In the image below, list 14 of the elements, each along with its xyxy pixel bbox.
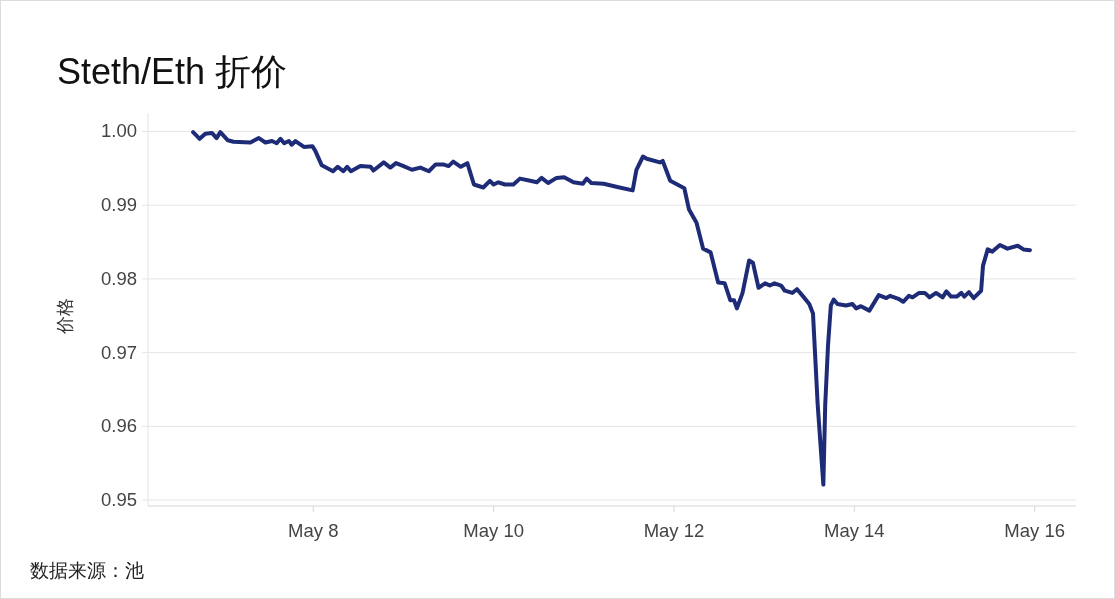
y-tick-label: 0.95 — [100, 489, 137, 511]
x-tick-label: May 14 — [824, 520, 885, 541]
y-tick-label: 0.98 — [100, 267, 137, 289]
y-tick-label: 0.97 — [100, 341, 137, 363]
y-tick-label: 1.00 — [100, 120, 137, 142]
x-tick-label: May 10 — [463, 520, 524, 541]
x-tick-label: May 12 — [643, 520, 705, 541]
chart-title: Steth/Eth 折价 — [57, 51, 288, 92]
x-tick-label: May 16 — [1004, 520, 1066, 541]
y-axis-title: 价格 — [55, 297, 75, 335]
y-tick-label: 0.96 — [100, 415, 137, 437]
x-tick-label: May 8 — [288, 520, 339, 541]
source-note: 数据来源：池 — [30, 560, 144, 581]
y-tick-label: 0.99 — [100, 194, 137, 216]
